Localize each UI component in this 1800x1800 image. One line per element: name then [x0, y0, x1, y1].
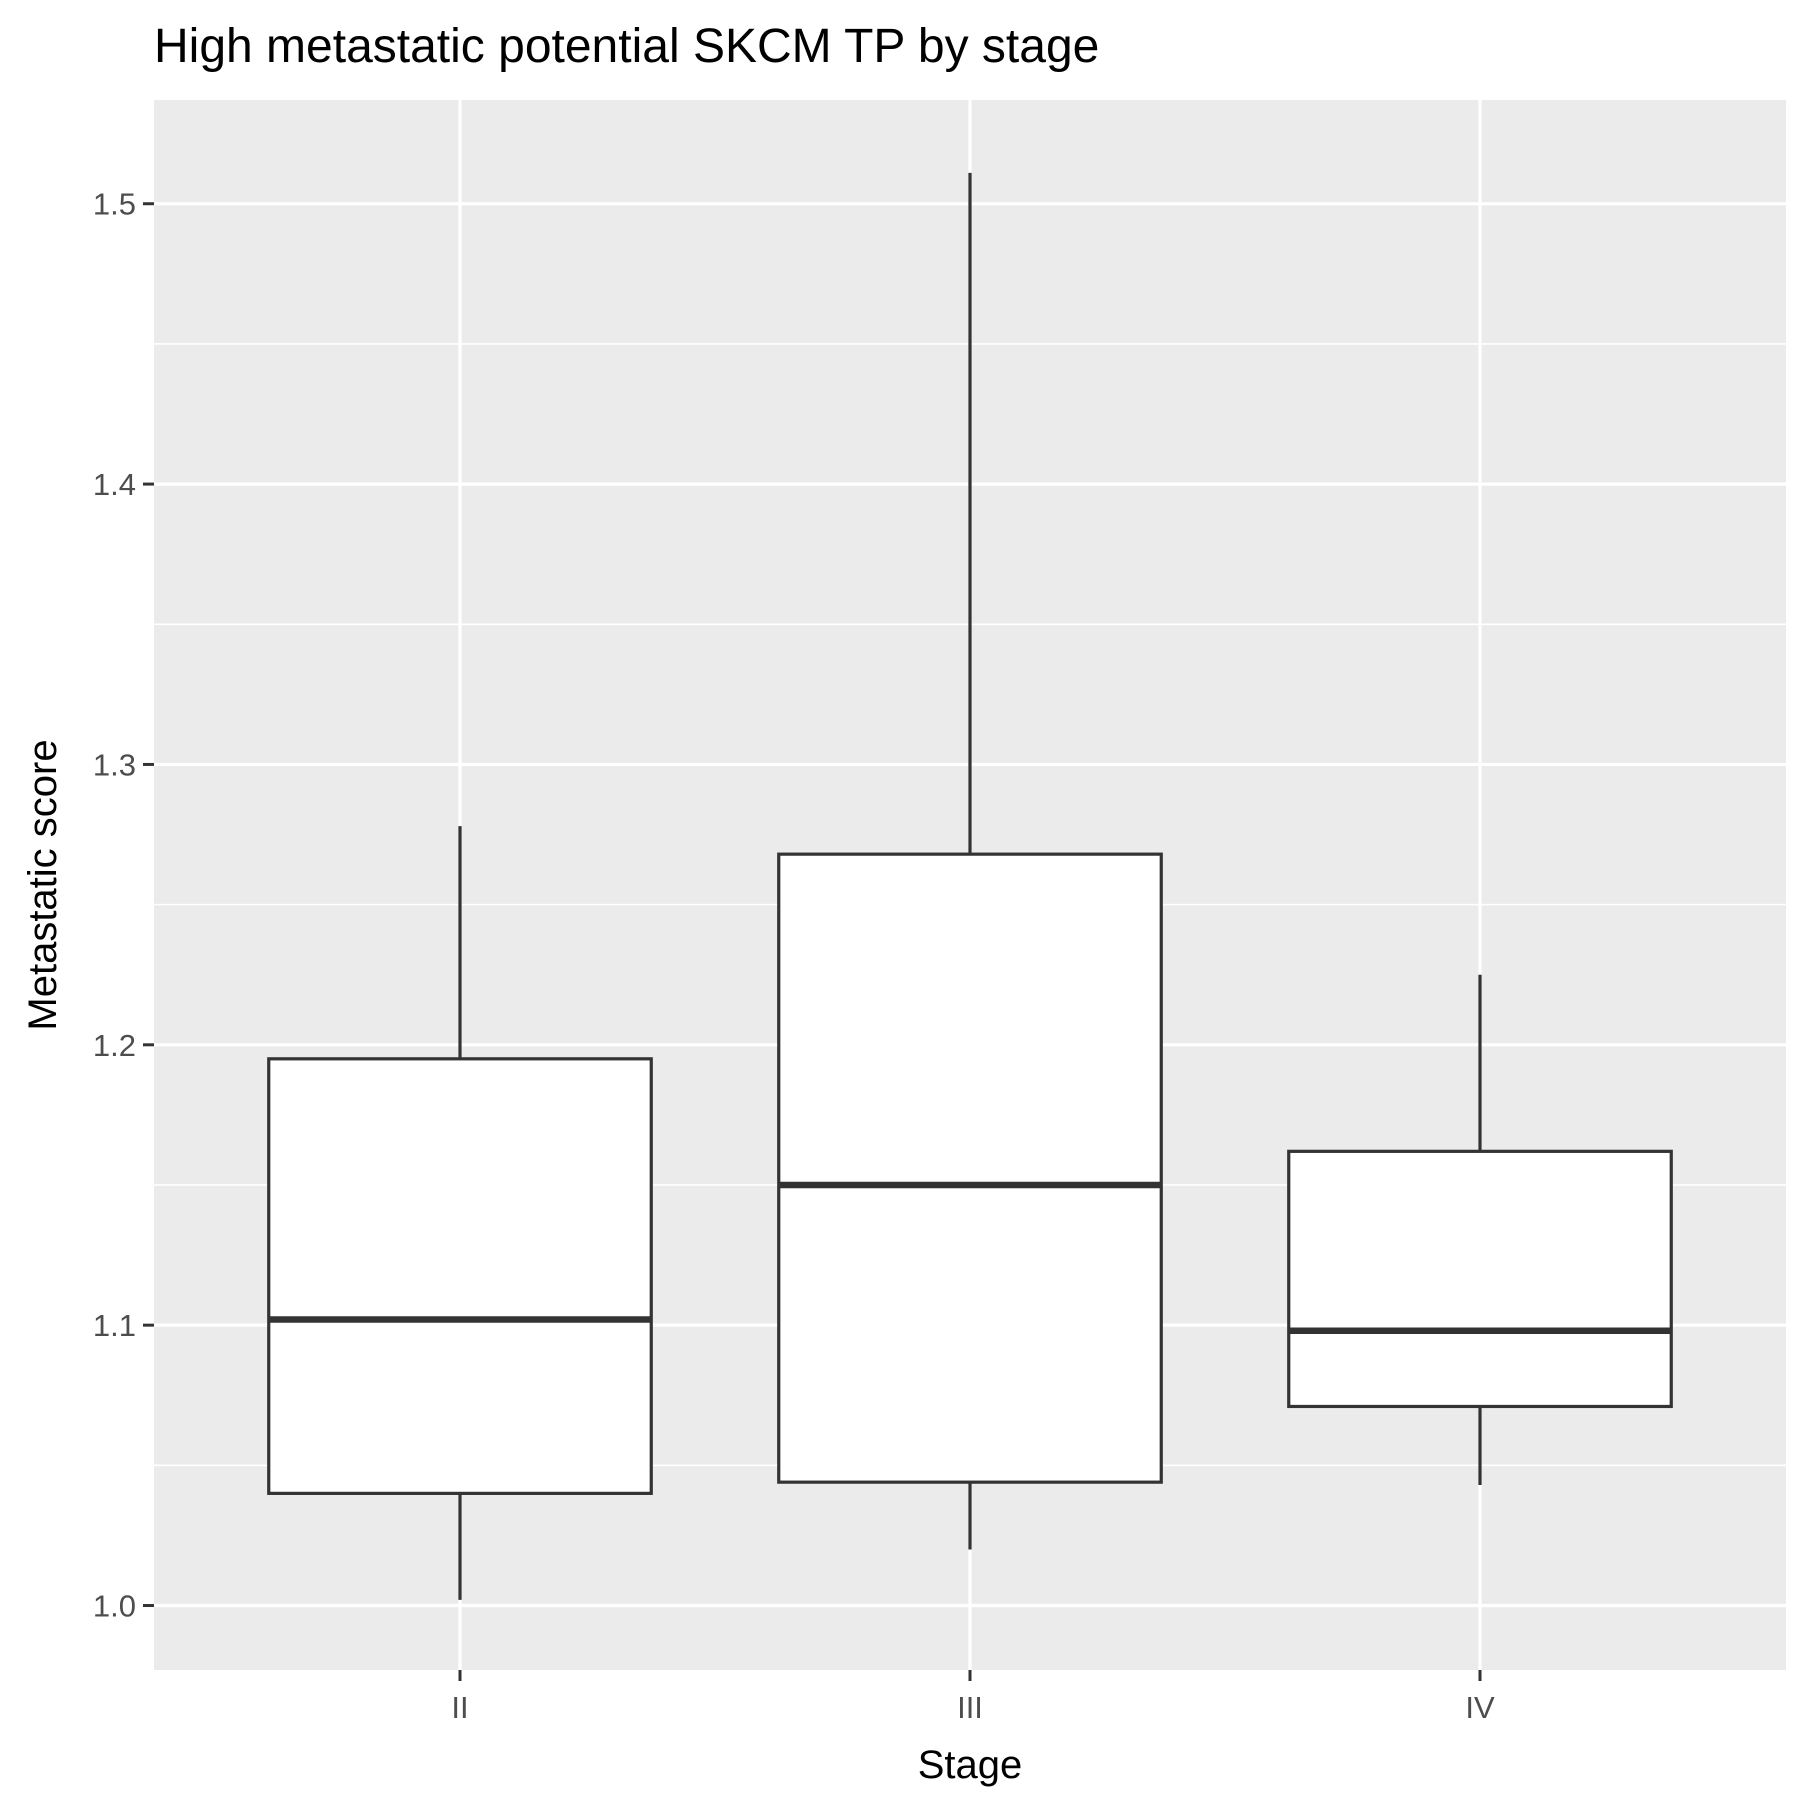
y-axis-title: Metastatic score	[21, 739, 65, 1030]
y-tick-label: 1.2	[93, 1028, 136, 1063]
box-iqr	[1287, 1149, 1673, 1409]
y-tick-label: 1.1	[93, 1308, 136, 1343]
box-stage-iv	[1287, 974, 1673, 1485]
box-stage-ii	[267, 826, 653, 1600]
y-tick-label: 1.0	[93, 1589, 136, 1624]
boxes	[267, 172, 1673, 1600]
box-iqr	[267, 1057, 653, 1495]
x-axis: II III IV	[451, 1670, 1495, 1725]
y-axis: 1.0 1.1 1.2 1.3 1.4 1.5	[93, 187, 154, 1624]
y-tick-label: 1.4	[93, 467, 136, 502]
box-stage-iii	[777, 172, 1163, 1550]
y-tick-label: 1.3	[93, 747, 136, 782]
box-iqr	[777, 852, 1163, 1484]
y-tick-label: 1.5	[93, 187, 136, 222]
x-tick-label: III	[957, 1690, 983, 1725]
x-tick-label: IV	[1465, 1690, 1495, 1725]
x-axis-title: Stage	[918, 1743, 1023, 1787]
x-tick-label: II	[451, 1690, 468, 1725]
chart-title: High metastatic potential SKCM TP by sta…	[154, 20, 1099, 73]
